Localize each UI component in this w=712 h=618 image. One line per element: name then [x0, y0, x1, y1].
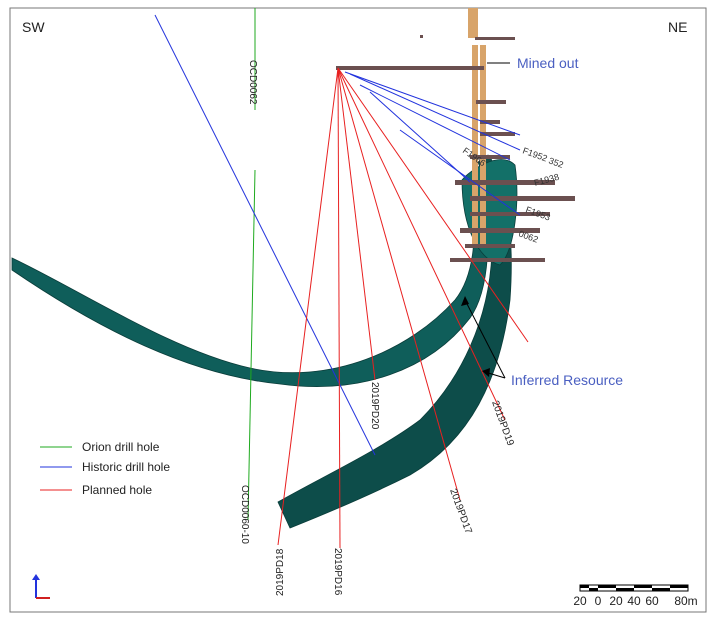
orion-holes	[247, 8, 256, 521]
scale-label: 40	[627, 594, 641, 608]
workings	[336, 35, 575, 262]
arrow-head	[461, 296, 469, 306]
scale-bar	[579, 584, 689, 592]
scale-label: 20	[609, 594, 623, 608]
ne-label: NE	[668, 19, 687, 35]
planned-holes	[277, 67, 529, 549]
legend-label: Orion drill hole	[82, 440, 160, 454]
sw-label: SW	[22, 19, 45, 35]
shaft	[468, 8, 478, 38]
scale-label: 60	[645, 594, 659, 608]
historic-holes	[154, 14, 521, 456]
annotation: Mined out	[517, 55, 579, 71]
shaft	[472, 45, 478, 245]
hole-label: 2019PD16	[332, 548, 343, 596]
hole-label: 2019PD20	[369, 382, 380, 430]
annotation: Inferred Resource	[511, 372, 623, 388]
hole-label: OCD0060-10	[239, 485, 250, 544]
hole-label: OCD0062	[247, 60, 258, 105]
scale-label: 80m	[674, 594, 697, 608]
shaft	[480, 45, 486, 245]
legend-label: Historic drill hole	[82, 460, 170, 474]
scale-label: 0	[595, 594, 602, 608]
ore-body-east	[277, 154, 512, 529]
callout-arrow	[464, 299, 506, 379]
scale-label: 20	[573, 594, 587, 608]
frame	[9, 7, 707, 613]
hole-label: 2019PD18	[275, 548, 286, 596]
arrow-head	[482, 368, 490, 377]
axis-icon	[32, 574, 40, 580]
legend-label: Planned hole	[82, 483, 152, 497]
working-label: 352	[547, 155, 565, 170]
